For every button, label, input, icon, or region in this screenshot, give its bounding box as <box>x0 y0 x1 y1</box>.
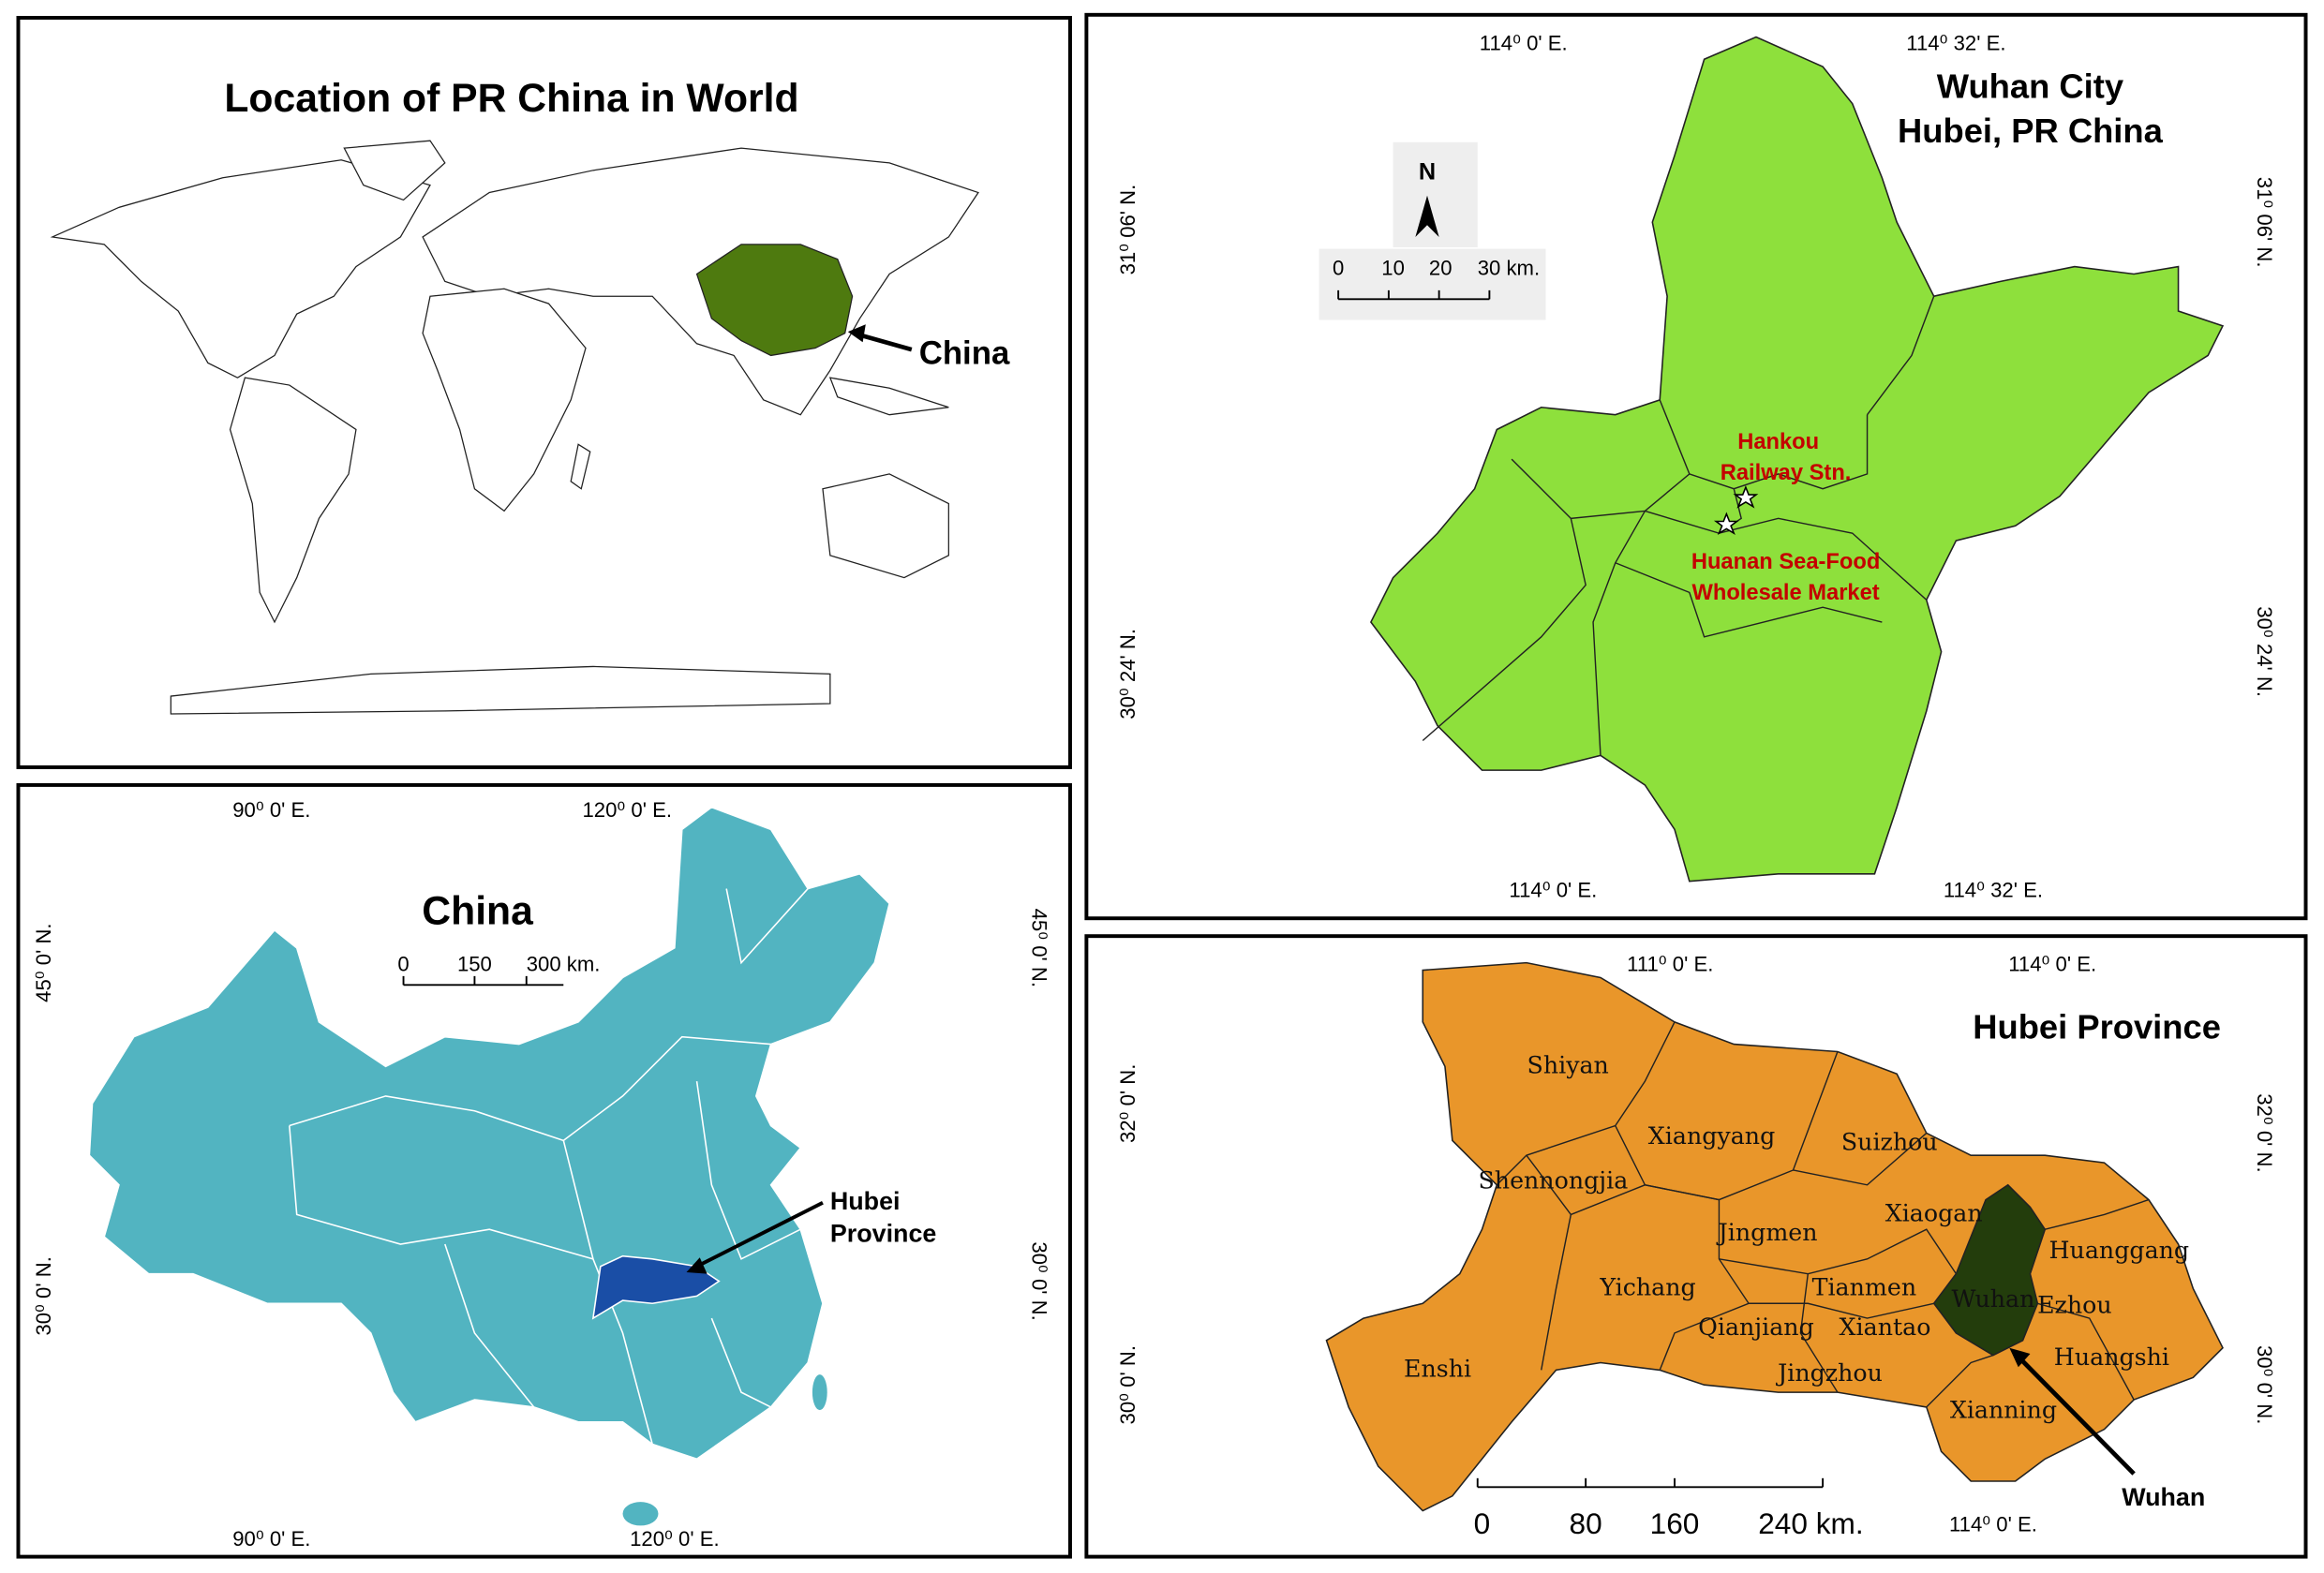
coord-label: 120⁰ 0' E. <box>583 798 673 822</box>
coord-label: 114⁰ 32' E. <box>1906 31 2005 54</box>
hubei-map <box>1325 961 2224 1512</box>
city-label: Xiaogan <box>1885 1199 1983 1226</box>
city-label: Jingmen <box>1716 1219 1818 1246</box>
scale-label: 160 <box>1650 1506 1700 1540</box>
landmark-label: Huanan Sea-Food <box>1691 550 1881 574</box>
coord-label: 111⁰ 0' E. <box>1627 953 1713 976</box>
coord-label: 114⁰ 32' E. <box>1944 879 2043 902</box>
coord-label: 31⁰ 06' N. <box>2253 177 2276 268</box>
coord-label: 30⁰ 0' N. <box>1116 1345 1140 1424</box>
coord-label: 120⁰ 0' E. <box>630 1527 720 1551</box>
landmark-label: Hankou <box>1737 430 1819 454</box>
wuhan-map <box>1318 36 2225 883</box>
coord-label: 32⁰ 0' N. <box>2253 1093 2276 1172</box>
scale-label: 30 km. <box>1478 257 1540 280</box>
landmark-label: Railway Stn. <box>1721 461 1852 485</box>
scale-label: 300 km. <box>527 953 601 976</box>
coord-label: 90⁰ 0' E. <box>232 798 310 822</box>
city-label: Xianning <box>1950 1397 2057 1424</box>
landmark-label: Wholesale Market <box>1691 581 1879 605</box>
city-label: Huangshi <box>2054 1343 2169 1371</box>
map-title: Wuhan City <box>1937 67 2124 105</box>
coord-label: 30⁰ 24' N. <box>2253 606 2276 697</box>
coord-label: 114⁰ 0' E. <box>2008 953 2096 976</box>
coord-label: 45⁰ 0' N. <box>1027 909 1050 987</box>
scale-label: 0 <box>1333 257 1344 280</box>
north-label: N <box>1419 159 1436 185</box>
city-label: Tianmen <box>1812 1273 1917 1300</box>
map-label: Hubei <box>830 1187 901 1215</box>
map-title: Hubei Province <box>1973 1007 2221 1046</box>
coord-label: 32⁰ 0' N. <box>1116 1064 1140 1143</box>
scale-label: 0 <box>397 953 409 976</box>
coord-label: 30⁰ 0' N. <box>2253 1345 2276 1424</box>
city-label: Xiangyang <box>1648 1122 1775 1150</box>
coord-label: 114⁰ 0' E. <box>1949 1512 2037 1536</box>
city-label: Xiantao <box>1840 1313 1931 1341</box>
scale-label: 240 km. <box>1758 1506 1863 1540</box>
coord-label: 31⁰ 06' N. <box>1116 185 1140 275</box>
map-title: Location of PR China in World <box>224 76 798 121</box>
scale-label: 150 <box>457 953 492 976</box>
city-label: Jingzhou <box>1775 1359 1883 1387</box>
city-label: Shennongjia <box>1478 1167 1628 1195</box>
map-label: Province <box>830 1220 937 1248</box>
scale-label: 10 <box>1381 257 1405 280</box>
city-label: Suizhou <box>1841 1129 1938 1156</box>
map-title: China <box>422 889 533 934</box>
coord-label: 114⁰ 0' E. <box>1480 31 1568 54</box>
scale-label: 0 <box>1474 1506 1491 1540</box>
map-title: Hubei, PR China <box>1898 111 2164 150</box>
coord-label: 45⁰ 0' N. <box>32 923 55 1002</box>
city-label: Shiyan <box>1527 1051 1609 1078</box>
coord-label: 90⁰ 0' E. <box>232 1527 310 1551</box>
city-label: Qianjiang <box>1698 1313 1814 1341</box>
city-label: Huanggang <box>2049 1237 2190 1264</box>
city-label: Enshi <box>1404 1355 1471 1382</box>
coord-label: 30⁰ 0' N. <box>1027 1241 1050 1320</box>
scale-label: 20 <box>1429 257 1452 280</box>
city-label: Ezhou <box>2037 1291 2112 1318</box>
china-map <box>88 806 890 1526</box>
world-map <box>50 140 979 715</box>
coord-label: 30⁰ 24' N. <box>1116 629 1140 720</box>
map-label: Wuhan <box>2122 1483 2205 1511</box>
coord-label: 30⁰ 0' N. <box>32 1256 55 1335</box>
map-label: China <box>919 336 1010 372</box>
coord-label: 114⁰ 0' E. <box>1509 879 1597 902</box>
city-label: Wuhan <box>1951 1285 2034 1313</box>
city-label: Yichang <box>1599 1273 1695 1300</box>
scale-label: 80 <box>1570 1506 1602 1540</box>
